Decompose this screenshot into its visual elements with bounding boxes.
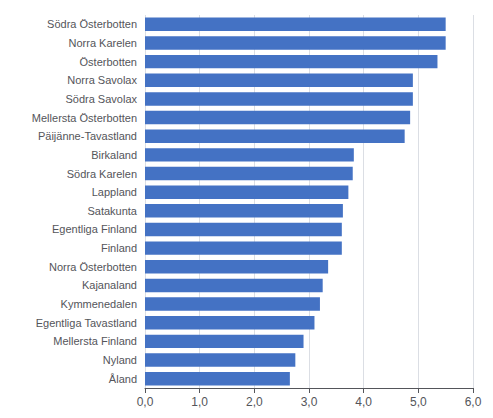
svg-text:Egentliga Tavastland: Egentliga Tavastland xyxy=(36,317,137,329)
svg-text:Åland: Åland xyxy=(109,373,137,385)
svg-text:Österbotten: Österbotten xyxy=(80,56,137,68)
svg-text:Norra Savolax: Norra Savolax xyxy=(67,74,137,86)
svg-text:Norra Karelen: Norra Karelen xyxy=(69,37,137,49)
svg-text:2,0: 2,0 xyxy=(246,395,263,409)
svg-text:Satakunta: Satakunta xyxy=(87,205,137,217)
svg-text:Mellersta Finland: Mellersta Finland xyxy=(53,335,137,347)
svg-text:Egentliga Finland: Egentliga Finland xyxy=(52,223,137,235)
svg-text:Päijänne-Tavastland: Päijänne-Tavastland xyxy=(38,130,137,142)
svg-text:Finland: Finland xyxy=(101,242,137,254)
svg-text:Södra Karelen: Södra Karelen xyxy=(67,168,137,180)
svg-text:6,0: 6,0 xyxy=(465,395,482,409)
svg-text:5,0: 5,0 xyxy=(410,395,427,409)
svg-text:Mellersta Österbotten: Mellersta Österbotten xyxy=(32,112,137,124)
svg-text:1,0: 1,0 xyxy=(191,395,208,409)
svg-text:4,0: 4,0 xyxy=(355,395,372,409)
svg-text:Södra Savolax: Södra Savolax xyxy=(65,93,137,105)
svg-text:0,0: 0,0 xyxy=(137,395,154,409)
svg-text:Norra Österbotten: Norra Österbotten xyxy=(49,261,137,273)
svg-text:3,0: 3,0 xyxy=(301,395,318,409)
svg-text:Södra Österbotten: Södra Österbotten xyxy=(47,18,137,30)
svg-text:Kajanaland: Kajanaland xyxy=(82,279,137,291)
svg-text:Birkaland: Birkaland xyxy=(91,149,137,161)
svg-text:Kymmenedalen: Kymmenedalen xyxy=(61,298,137,310)
svg-text:Lappland: Lappland xyxy=(92,186,137,198)
svg-text:Nyland: Nyland xyxy=(103,354,137,366)
